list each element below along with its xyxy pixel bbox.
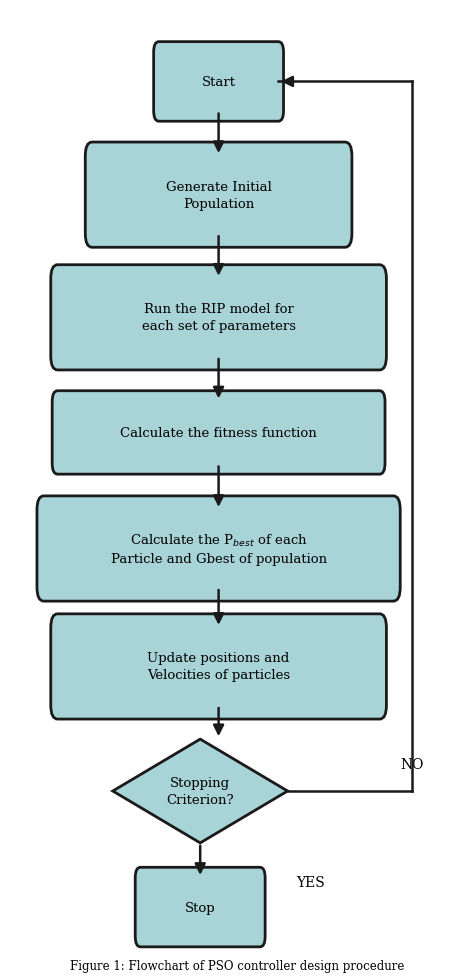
Text: Generate Initial
Population: Generate Initial Population	[165, 181, 272, 210]
Text: Run the RIP model for
each set of parameters: Run the RIP model for each set of parame…	[142, 303, 296, 333]
FancyBboxPatch shape	[52, 392, 385, 475]
Text: Calculate the P$_{best}$ of each
Particle and Gbest of population: Calculate the P$_{best}$ of each Particl…	[110, 532, 327, 566]
FancyBboxPatch shape	[85, 143, 352, 248]
Text: Update positions and
Velocities of particles: Update positions and Velocities of parti…	[147, 652, 290, 682]
FancyBboxPatch shape	[154, 43, 283, 122]
Text: Stop: Stop	[185, 901, 216, 913]
Polygon shape	[113, 740, 288, 843]
FancyBboxPatch shape	[37, 496, 400, 602]
Text: Stopping
Criterion?: Stopping Criterion?	[166, 776, 234, 806]
FancyBboxPatch shape	[51, 615, 386, 719]
Text: Calculate the fitness function: Calculate the fitness function	[120, 427, 317, 440]
FancyBboxPatch shape	[135, 868, 265, 947]
FancyBboxPatch shape	[51, 266, 386, 370]
Text: Figure 1: Flowchart of PSO controller design procedure: Figure 1: Flowchart of PSO controller de…	[70, 959, 404, 972]
Text: YES: YES	[296, 874, 325, 889]
Text: NO: NO	[400, 757, 424, 771]
Text: Start: Start	[201, 76, 236, 89]
